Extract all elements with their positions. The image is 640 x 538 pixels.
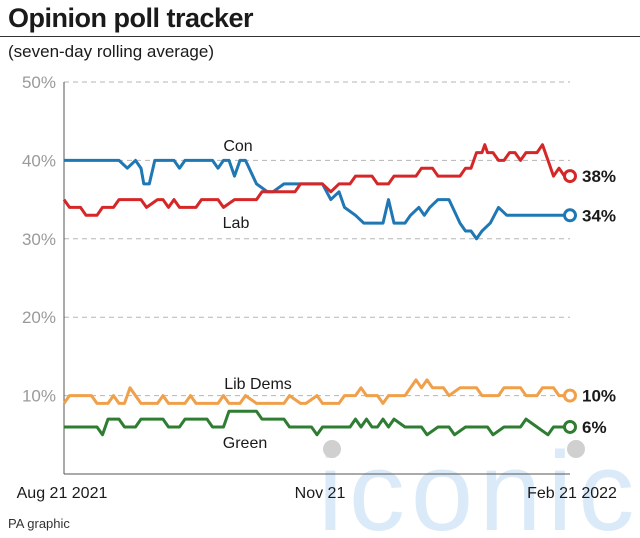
x-tick-label: Nov 21 <box>295 485 346 502</box>
series-end-marker <box>563 208 577 223</box>
y-tick-label: 40% <box>22 151 56 170</box>
y-tick-label: 50% <box>22 73 56 92</box>
series-end-label: 38% <box>582 167 616 186</box>
series-end-label: 34% <box>582 206 616 225</box>
source-credit: PA graphic <box>8 516 70 531</box>
chart-axes: Aug 21 2021 Nov 21 Feb 21 2022 <box>17 82 617 502</box>
watermark-dot-right <box>567 440 585 458</box>
chart-title: Opinion poll tracker <box>8 3 254 33</box>
y-tick-label: 30% <box>22 230 56 249</box>
watermark-text: iconic <box>318 429 640 538</box>
series-name-label: Lib Dems <box>224 376 292 393</box>
chart-grid: 10% 20% 30% 40% 50% <box>22 73 570 406</box>
series-name-label: Con <box>223 138 252 155</box>
series-end-label: 10% <box>582 387 616 406</box>
series-line <box>62 143 570 217</box>
series-line <box>64 158 570 241</box>
chart-series <box>62 143 577 437</box>
series-end-marker <box>563 388 577 403</box>
series-name-label: Lab <box>223 215 250 232</box>
series-end-marker <box>563 419 577 434</box>
watermark-dot-left <box>323 440 341 458</box>
watermark: iconic <box>318 429 640 538</box>
series-name-label: Green <box>223 435 267 452</box>
chart-labels: 34% Con 38% Lab 10% Lib Dems 6% Green <box>223 138 616 452</box>
x-tick-label: Aug 21 2021 <box>17 485 108 502</box>
series-line <box>62 378 570 405</box>
series-end-marker <box>563 169 577 184</box>
series-line <box>64 409 570 437</box>
x-tick-label: Feb 21 2022 <box>527 485 617 502</box>
y-tick-label: 20% <box>22 308 56 327</box>
chart-subtitle: (seven-day rolling average) <box>8 42 214 61</box>
series-end-label: 6% <box>582 418 607 437</box>
title-divider <box>0 36 640 37</box>
y-tick-label: 10% <box>22 387 56 406</box>
